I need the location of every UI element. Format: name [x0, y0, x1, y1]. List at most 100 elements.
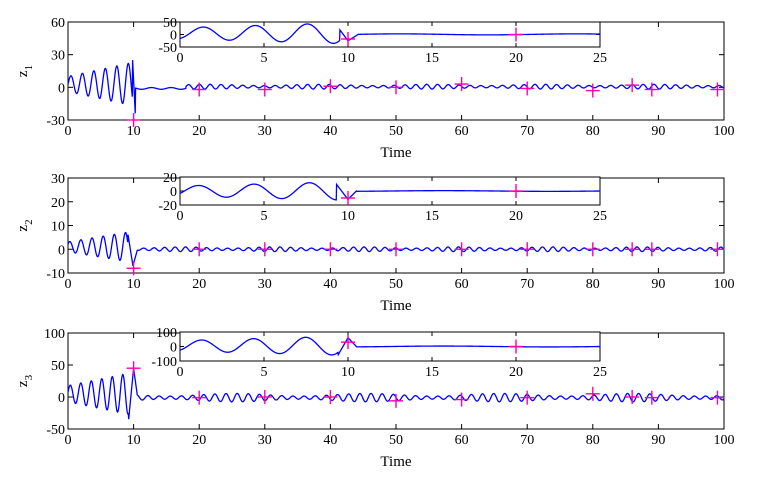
panel-1-ytick-label: 30 — [51, 49, 65, 64]
panel-1-xtick-label: 40 — [323, 124, 337, 139]
panel-1-ylabel-main: z — [15, 70, 31, 77]
panel-1-xtick-label: 10 — [127, 124, 141, 139]
panel-3-inset-xtick-label: 25 — [593, 365, 607, 380]
panel-3-marker — [585, 386, 600, 401]
panel-2-marker — [192, 242, 207, 257]
panel-3-xtick-label: 20 — [192, 433, 206, 448]
panel-3-marker — [257, 390, 272, 404]
panel-1-xtick-label: 30 — [258, 124, 272, 139]
panel-1-xtick-label: 90 — [651, 124, 665, 139]
panel-2-ytick-label: 10 — [51, 220, 65, 235]
panel-3-marker — [625, 390, 640, 404]
panel-1-xlabel: Time — [380, 145, 411, 161]
panel-3-marker — [644, 390, 659, 405]
panel-2-inset-xtick-label: 25 — [593, 209, 607, 224]
panel-1-ytick-label: 0 — [58, 81, 65, 96]
panel-1-xtick-label: 0 — [65, 124, 72, 139]
panel-2-xtick-label: 0 — [65, 277, 72, 292]
panel-2-xtick-label: 60 — [455, 277, 469, 292]
panel-1-xtick-label: 70 — [520, 124, 534, 139]
panel-2-marker — [323, 242, 338, 257]
panel-1-xtick-label: 80 — [586, 124, 600, 139]
panel-3-ytick-label: -50 — [46, 423, 65, 438]
panel-1-marker — [585, 83, 600, 98]
panel-1-xtick-label: 50 — [389, 124, 403, 139]
panel-1-marker — [192, 82, 207, 97]
panel-2-ytick-label: 30 — [51, 172, 65, 187]
panel-2-inset-marker — [341, 191, 355, 205]
panel-2-inset-xtick-label: 15 — [425, 209, 439, 224]
panel-2-marker — [710, 242, 725, 257]
panel-2-inset-xtick-label: 10 — [341, 209, 355, 224]
panel-1-ytick-label: -30 — [46, 114, 65, 129]
panel-1-marker — [625, 78, 640, 93]
panel-2-marker — [585, 242, 600, 257]
panel-3-marker — [192, 390, 207, 405]
panel-3-inset-ytick-label: 100 — [156, 326, 177, 341]
panel-2-inset-marker — [509, 184, 523, 198]
panel-3-xtick-label: 70 — [520, 433, 534, 448]
panel-1-ylabel-sub: 1 — [23, 65, 35, 71]
panel-3-inset-series-line — [179, 336, 600, 357]
panel-2-xtick-label: 50 — [389, 277, 403, 292]
panel-2-marker — [454, 242, 469, 257]
panel-1-inset-xtick-label: 20 — [509, 51, 523, 66]
panel-1-marker — [257, 82, 272, 97]
panel-3-inset-marker — [509, 339, 523, 354]
panel-3-ylabel: z3 — [15, 374, 35, 387]
panel-3-inset-xtick-label: 15 — [425, 365, 439, 380]
panel-1-marker — [323, 79, 338, 94]
panel-3-xtick-label: 10 — [127, 433, 141, 448]
panel-2-inset-ytick-label: -20 — [158, 199, 177, 214]
panel-2-inset-ytick-label: 0 — [170, 185, 177, 200]
panel-2-inset-xtick-label: 5 — [261, 209, 268, 224]
panel-3-xtick-label: 90 — [651, 433, 665, 448]
panel-1-inset-ytick-label: -50 — [158, 41, 177, 56]
panel-3-marker — [323, 390, 338, 404]
panel-1-inset-series-line — [179, 23, 600, 44]
panel-2-xtick-label: 70 — [520, 277, 534, 292]
panel-2-xtick-label: 30 — [258, 277, 272, 292]
panel-2-inset-ytick-label: 20 — [163, 171, 177, 186]
panel-2-ylabel-main: z — [15, 225, 31, 232]
panel-3-marker — [126, 361, 141, 376]
panel-3-ytick-label: 100 — [44, 327, 65, 342]
panel-2-ytick-label: -10 — [46, 267, 65, 282]
panel-1-marker — [454, 77, 469, 92]
panel-2-xtick-label: 90 — [651, 277, 665, 292]
panel-3-ylabel-sub: 3 — [23, 374, 35, 380]
panel-3-marker — [454, 392, 469, 407]
panel-1-ylabel: z1 — [15, 65, 35, 77]
panel-3-xtick-label: 30 — [258, 433, 272, 448]
panel-2-ytick-label: 0 — [58, 243, 65, 258]
panel-3-inset-xtick-label: 10 — [341, 365, 355, 380]
panel-3-xtick-label: 0 — [65, 433, 72, 448]
panel-1-inset-xtick-label: 25 — [593, 51, 607, 66]
panel-1-inset-marker — [509, 27, 523, 42]
panel-2-marker — [126, 261, 141, 276]
panel-3-xtick-label: 60 — [455, 433, 469, 448]
panel-1-inset-xtick-label: 5 — [261, 51, 268, 66]
panel-2-ytick-label: 20 — [51, 196, 65, 211]
panel-2-marker — [520, 242, 535, 257]
panel-1-marker — [389, 80, 403, 95]
panel-2-inset-series-line — [179, 182, 601, 201]
panel-2-marker — [389, 242, 403, 257]
panel-3-inset-xtick-label: 0 — [177, 365, 184, 380]
panel-1-marker — [710, 82, 725, 97]
panel-2-inset-xtick-label: 20 — [509, 209, 523, 224]
panel-1-inset-ytick-label: 0 — [170, 29, 177, 44]
panel-3-inset-marker — [341, 335, 355, 350]
panel-1-xtick-label: 20 — [192, 124, 206, 139]
panel-1-inset-xtick-label: 15 — [425, 51, 439, 66]
panel-3-ytick-label: 0 — [58, 391, 65, 406]
panel-3-xtick-label: 40 — [323, 433, 337, 448]
panel-3-marker — [389, 393, 403, 408]
panel-2-inset-xtick-label: 0 — [177, 209, 184, 224]
panel-2-marker — [257, 242, 272, 257]
panel-1-xtick-label: 60 — [455, 124, 469, 139]
panel-1-inset-xtick-label: 10 — [341, 51, 355, 66]
